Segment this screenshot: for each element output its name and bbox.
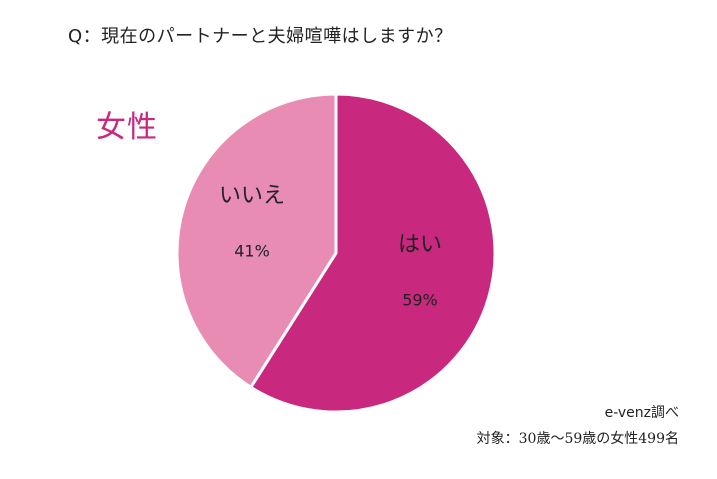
slice-percent-yes: 59% [402,290,438,309]
slice-percent-no: 41% [234,242,270,261]
slice-label-no: いいえ [219,184,285,209]
survey-subject: 対象：30歳～59歳の女性499名 [476,431,679,447]
slice-label-yes: はい [398,232,442,257]
pie-slice-no [175,92,338,389]
group-label: 女性 [96,110,158,145]
source-credit: e-venz調べ [604,405,679,421]
chart-title: Q：現在のパートナーと夫婦喧嘩はしますか？ [68,26,453,47]
pie-slice-yes [249,92,497,414]
